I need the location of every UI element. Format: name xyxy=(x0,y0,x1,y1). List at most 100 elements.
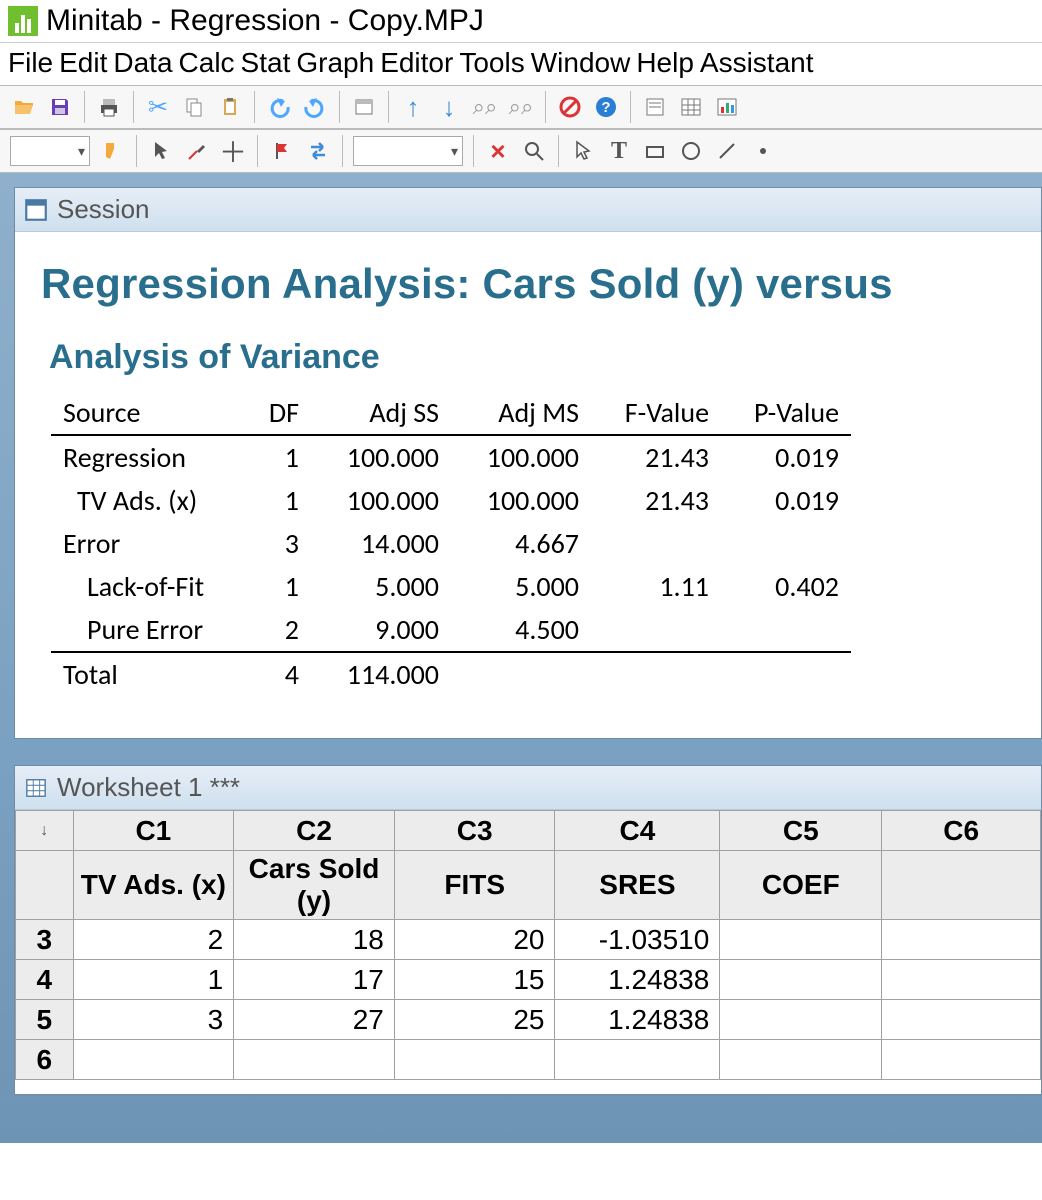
worksheet-window-titlebar[interactable]: Worksheet 1 *** xyxy=(15,766,1041,810)
redo-button[interactable] xyxy=(297,89,333,125)
worksheet-col-header[interactable]: C4 xyxy=(555,811,720,851)
menu-editor[interactable]: Editor xyxy=(380,47,453,79)
worksheet-cell[interactable]: 1.24838 xyxy=(555,960,720,1000)
worksheet-col-header[interactable]: C2 xyxy=(234,811,395,851)
worksheet-cell[interactable]: 18 xyxy=(234,920,395,960)
menu-data[interactable]: Data xyxy=(113,47,172,79)
new-window-button[interactable] xyxy=(346,89,382,125)
anova-heading: Analysis of Variance xyxy=(49,338,1031,377)
delete-button[interactable]: × xyxy=(480,133,516,169)
pointer-tool-button[interactable] xyxy=(143,133,179,169)
format-painter-button[interactable] xyxy=(94,133,130,169)
menu-graph[interactable]: Graph xyxy=(296,47,374,79)
menu-window[interactable]: Window xyxy=(531,47,631,79)
menu-stat[interactable]: Stat xyxy=(241,47,291,79)
worksheet-cell[interactable]: 3 xyxy=(73,1000,234,1040)
menu-tools[interactable]: Tools xyxy=(459,47,524,79)
paste-button[interactable] xyxy=(212,89,248,125)
show-graphs-button[interactable] xyxy=(709,89,745,125)
print-button[interactable] xyxy=(91,89,127,125)
open-button[interactable] xyxy=(6,89,42,125)
menu-file[interactable]: File xyxy=(8,47,53,79)
worksheet-col-header[interactable]: C6 xyxy=(882,811,1041,851)
menu-assistant[interactable]: Assistant xyxy=(700,47,814,79)
worksheet-row-header[interactable]: 3 xyxy=(16,920,74,960)
show-worksheet-button[interactable] xyxy=(673,89,709,125)
svg-text:?: ? xyxy=(601,99,610,116)
show-session-button[interactable] xyxy=(637,89,673,125)
worksheet-cell[interactable]: 15 xyxy=(394,960,555,1000)
worksheet-cell[interactable]: 20 xyxy=(394,920,555,960)
worksheet-cell[interactable]: 27 xyxy=(234,1000,395,1040)
worksheet-cell[interactable]: 17 xyxy=(234,960,395,1000)
worksheet-col-name[interactable]: SRES xyxy=(555,851,720,920)
worksheet-col-header[interactable]: C1 xyxy=(73,811,234,851)
line-tool-button[interactable] xyxy=(709,133,745,169)
worksheet-col-name[interactable]: TV Ads. (x) xyxy=(73,851,234,920)
copy-button[interactable] xyxy=(176,89,212,125)
cut-button[interactable]: ✂ xyxy=(140,89,176,125)
worksheet-cell[interactable] xyxy=(720,920,882,960)
worksheet-col-name[interactable]: COEF xyxy=(720,851,882,920)
worksheet-cell[interactable] xyxy=(882,920,1041,960)
anova-cell: 1 xyxy=(241,565,311,608)
anova-cell-source: Pure Error xyxy=(51,608,241,652)
worksheet-cell[interactable] xyxy=(882,1000,1041,1040)
worksheet-cell[interactable] xyxy=(720,1040,882,1080)
worksheet-grid[interactable]: ↓C1C2C3C4C5C6 TV Ads. (x)Cars Sold (y)FIT… xyxy=(15,810,1041,1080)
worksheet-cell[interactable]: 25 xyxy=(394,1000,555,1040)
menu-calc[interactable]: Calc xyxy=(179,47,235,79)
worksheet-row-header[interactable]: 4 xyxy=(16,960,74,1000)
worksheet-row-header[interactable]: 6 xyxy=(16,1040,74,1080)
rectangle-tool-button[interactable] xyxy=(637,133,673,169)
swap-tool-button[interactable] xyxy=(300,133,336,169)
worksheet-body: ↓C1C2C3C4C5C6 TV Ads. (x)Cars Sold (y)FIT… xyxy=(15,810,1041,1080)
worksheet-corner[interactable]: ↓ xyxy=(16,811,74,851)
anova-row: Pure Error29.0004.500 xyxy=(51,608,851,652)
cancel-button[interactable] xyxy=(552,89,588,125)
session-window: Session Regression Analysis: Cars Sold (… xyxy=(14,187,1042,739)
session-window-titlebar[interactable]: Session xyxy=(15,188,1041,232)
worksheet-col-header[interactable]: C3 xyxy=(394,811,555,851)
worksheet-col-name[interactable] xyxy=(882,851,1041,920)
next-button[interactable]: ↓ xyxy=(431,89,467,125)
anova-cell-source: Lack-of-Fit xyxy=(51,565,241,608)
worksheet-cell[interactable] xyxy=(720,960,882,1000)
worksheet-row-header[interactable]: 5 xyxy=(16,1000,74,1040)
worksheet-cell[interactable] xyxy=(720,1000,882,1040)
worksheet-cell[interactable] xyxy=(73,1040,234,1080)
undo-button[interactable] xyxy=(261,89,297,125)
select-tool-button[interactable] xyxy=(565,133,601,169)
worksheet-col-header[interactable]: C5 xyxy=(720,811,882,851)
worksheet-cell[interactable] xyxy=(555,1040,720,1080)
worksheet-col-name[interactable]: FITS xyxy=(394,851,555,920)
find-next-button[interactable]: ⌕⌕ xyxy=(503,89,539,125)
worksheet-cell[interactable] xyxy=(882,960,1041,1000)
menu-edit[interactable]: Edit xyxy=(59,47,107,79)
worksheet-cell[interactable] xyxy=(882,1040,1041,1080)
font-combo[interactable] xyxy=(10,136,90,166)
selection-combo[interactable] xyxy=(353,136,463,166)
find-button[interactable]: ⌕⌕ xyxy=(467,89,503,125)
circle-tool-button[interactable] xyxy=(673,133,709,169)
anova-cell: 100.000 xyxy=(311,479,451,522)
worksheet-cell[interactable]: 1.24838 xyxy=(555,1000,720,1040)
worksheet-cell[interactable]: 2 xyxy=(73,920,234,960)
worksheet-cell[interactable]: -1.03510 xyxy=(555,920,720,960)
worksheet-cell[interactable]: 1 xyxy=(73,960,234,1000)
previous-button[interactable]: ↑ xyxy=(395,89,431,125)
save-button[interactable] xyxy=(42,89,78,125)
flag-tool-button[interactable] xyxy=(264,133,300,169)
marker-tool-button[interactable] xyxy=(745,133,781,169)
help-button[interactable]: ? xyxy=(588,89,624,125)
worksheet-cell[interactable] xyxy=(394,1040,555,1080)
crosshair-tool-button[interactable]: ＋ xyxy=(215,133,251,169)
worksheet-col-name[interactable]: Cars Sold (y) xyxy=(234,851,395,920)
mdi-client: Session Regression Analysis: Cars Sold (… xyxy=(0,173,1042,1143)
menu-help[interactable]: Help xyxy=(636,47,694,79)
anova-col-source: Source xyxy=(51,391,241,435)
worksheet-cell[interactable] xyxy=(234,1040,395,1080)
zoom-button[interactable] xyxy=(516,133,552,169)
brush-tool-button[interactable] xyxy=(179,133,215,169)
text-tool-button[interactable]: T xyxy=(601,133,637,169)
